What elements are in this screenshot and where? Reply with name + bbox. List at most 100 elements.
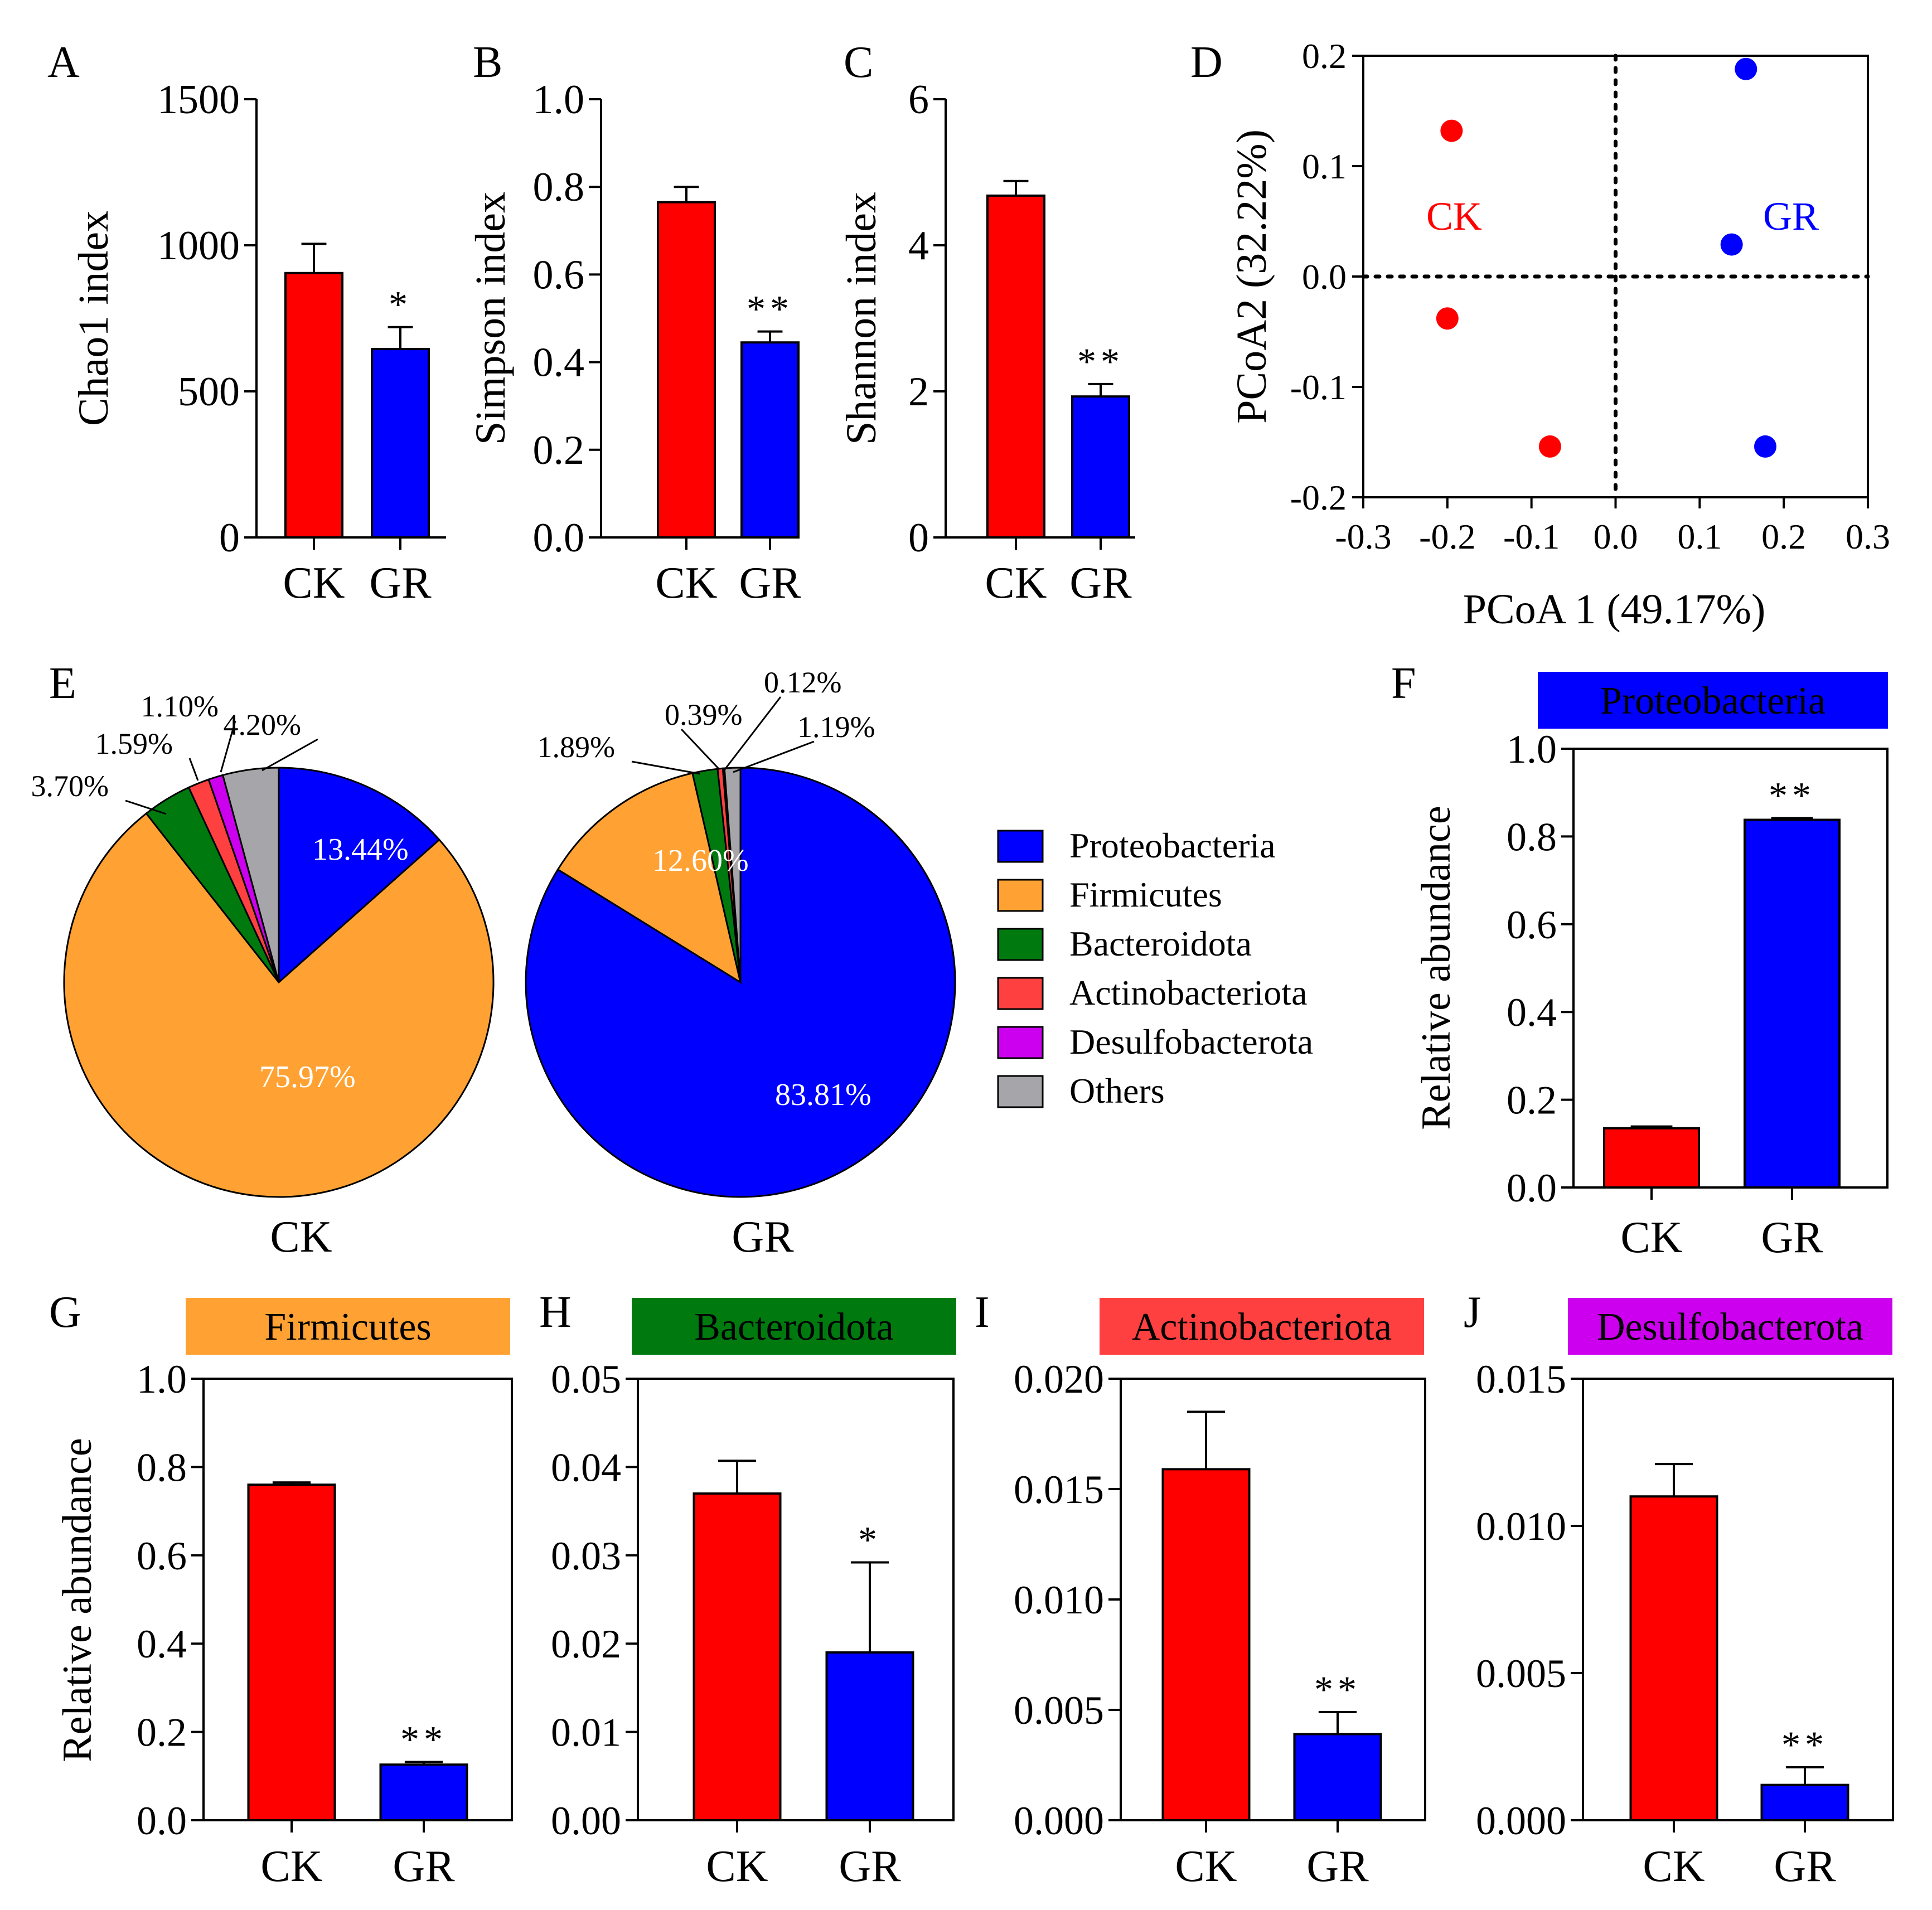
x-tick-label: 0.2 bbox=[1761, 517, 1806, 556]
y-axis-label: Relative abundance bbox=[55, 1438, 100, 1762]
y-tick-label: 0.2 bbox=[137, 1710, 187, 1755]
panel-letter: H bbox=[539, 1288, 572, 1337]
axes-box bbox=[1582, 1378, 1894, 1821]
leader-line bbox=[724, 696, 782, 770]
panel-letter: J bbox=[1464, 1288, 1481, 1337]
y-tick-label: 500 bbox=[178, 369, 240, 415]
panel-e: E 13.44% 75.97% 3.70% 1.59% 1.10%4.20% CK 83.81… bbox=[31, 659, 1314, 1262]
slice-label: 12.60% bbox=[652, 843, 749, 878]
y-tick-label: 1.0 bbox=[137, 1357, 187, 1402]
panel-title: Desulfobacterota bbox=[1597, 1306, 1863, 1349]
leader-line bbox=[680, 728, 720, 770]
y-axis-label: Simpson index bbox=[467, 192, 514, 445]
y-tick-label: 0.2 bbox=[1302, 36, 1347, 76]
y-tick-label: 1.0 bbox=[533, 77, 585, 123]
y-tick-label: 0.8 bbox=[1507, 815, 1557, 859]
category-label: GR bbox=[839, 1842, 901, 1891]
significance-mark: ** bbox=[1077, 340, 1124, 382]
y-tick-label: 0.00 bbox=[551, 1798, 621, 1843]
bar-gr bbox=[371, 348, 430, 539]
legend-label: Desulfobacterota bbox=[1069, 1022, 1313, 1061]
pie-slice-firmicutes bbox=[556, 772, 742, 985]
category-label: GR bbox=[369, 559, 432, 608]
slice-label: 83.81% bbox=[775, 1078, 871, 1112]
panel-i: I Actinobacteriota CK ** GR 0.000 0.005 0.010 0.… bbox=[975, 1288, 1426, 1891]
category-label: CK bbox=[1620, 1213, 1682, 1262]
category-label: GR bbox=[1069, 559, 1132, 608]
category-label: CK bbox=[1175, 1842, 1237, 1891]
bar-gr bbox=[1744, 818, 1841, 1189]
slice-label: 75.97% bbox=[259, 1060, 356, 1094]
slice-label: 1.89% bbox=[538, 730, 615, 764]
slice-label: 3.70% bbox=[31, 769, 109, 803]
leader-line bbox=[220, 720, 236, 773]
point-gr bbox=[1754, 435, 1776, 458]
legend-swatch-others bbox=[997, 1075, 1044, 1108]
legend-label: Proteobacteria bbox=[1069, 826, 1276, 865]
x-tick-label: 0.1 bbox=[1677, 517, 1722, 556]
leader-line bbox=[733, 740, 815, 773]
y-tick-label: 0.4 bbox=[1507, 990, 1557, 1035]
panel-title-box bbox=[1568, 1298, 1892, 1355]
panel-title-box bbox=[186, 1298, 510, 1355]
panel-a: A CK * GR 0 500 1000 1500 Chao1 index bbox=[47, 38, 446, 608]
category-label: GR bbox=[393, 1842, 455, 1891]
category-label: CK bbox=[260, 1842, 322, 1891]
y-tick-label: 0.0 bbox=[533, 515, 585, 561]
point-gr bbox=[1735, 57, 1757, 80]
y-tick-label: 0.0 bbox=[1302, 257, 1347, 297]
y-tick-label: 2 bbox=[908, 369, 929, 415]
category-label: CK bbox=[985, 559, 1047, 608]
y-tick-label: 0.8 bbox=[137, 1445, 187, 1490]
y-tick-label: 0.015 bbox=[1476, 1357, 1566, 1402]
bar-gr bbox=[379, 1763, 468, 1822]
legend-label: Bacteroidota bbox=[1069, 924, 1252, 963]
panel-letter: F bbox=[1391, 659, 1416, 708]
slice-label: 1.59% bbox=[95, 727, 173, 760]
panel-letter: B bbox=[473, 38, 502, 87]
bar-ck bbox=[1161, 1468, 1251, 1822]
pie-name: GR bbox=[732, 1213, 794, 1262]
pie-slice-others bbox=[221, 767, 280, 983]
slice-label: 13.44% bbox=[312, 832, 409, 867]
bar-ck bbox=[693, 1492, 782, 1821]
legend-swatch-firmicutes bbox=[997, 879, 1044, 912]
category-label: CK bbox=[283, 559, 345, 608]
legend-label: Firmicutes bbox=[1069, 875, 1222, 914]
y-tick-label: -0.1 bbox=[1290, 367, 1347, 407]
axes-box bbox=[637, 1378, 955, 1821]
y-tick-label: 0.010 bbox=[1476, 1504, 1566, 1549]
panel-f: F Proteobacteria CK ** GR 0.0 0.2 0.4 0.6 0.8 1.0 R… bbox=[1391, 659, 1889, 1262]
y-tick-label: 0.2 bbox=[1507, 1078, 1557, 1123]
legend-label: Others bbox=[1069, 1071, 1165, 1111]
panel-title: Proteobacteria bbox=[1600, 680, 1826, 723]
x-tick-label: -0.3 bbox=[1335, 517, 1391, 556]
y-tick-label: 0.1 bbox=[1302, 147, 1347, 186]
pie-ck: 13.44% 75.97% 3.70% 1.59% 1.10%4.20% CK bbox=[31, 690, 495, 1262]
category-label: GR bbox=[1306, 1842, 1369, 1891]
x-tick-label: 0.3 bbox=[1846, 517, 1890, 556]
y-tick-label: 0.0 bbox=[1507, 1166, 1557, 1210]
y-axis-label: PCoA2 (32.22%) bbox=[1228, 129, 1275, 424]
y-axis-label: Shannon index bbox=[838, 192, 885, 445]
panel-title: Bacteroidota bbox=[694, 1306, 894, 1349]
y-tick-label: 0.005 bbox=[1014, 1688, 1104, 1733]
leader-line bbox=[262, 738, 318, 772]
point-ck bbox=[1538, 435, 1561, 458]
significance-mark: * bbox=[858, 1518, 882, 1560]
y-tick-label: 1.0 bbox=[1507, 727, 1557, 772]
y-tick-label: 0.005 bbox=[1476, 1651, 1566, 1696]
group-label-ck: CK bbox=[1426, 194, 1482, 239]
bar-ck bbox=[986, 194, 1045, 539]
axes-box bbox=[202, 1378, 513, 1821]
bar-ck bbox=[1629, 1495, 1718, 1821]
significance-mark: ** bbox=[400, 1718, 447, 1760]
leader-line bbox=[631, 760, 700, 775]
category-label: CK bbox=[1643, 1842, 1705, 1891]
x-tick-label: 0.0 bbox=[1594, 517, 1638, 556]
significance-mark: ** bbox=[1781, 1723, 1828, 1766]
y-tick-label: 6 bbox=[908, 77, 929, 123]
y-tick-label: 0.02 bbox=[551, 1622, 621, 1666]
y-tick-label: 0.03 bbox=[551, 1534, 621, 1578]
